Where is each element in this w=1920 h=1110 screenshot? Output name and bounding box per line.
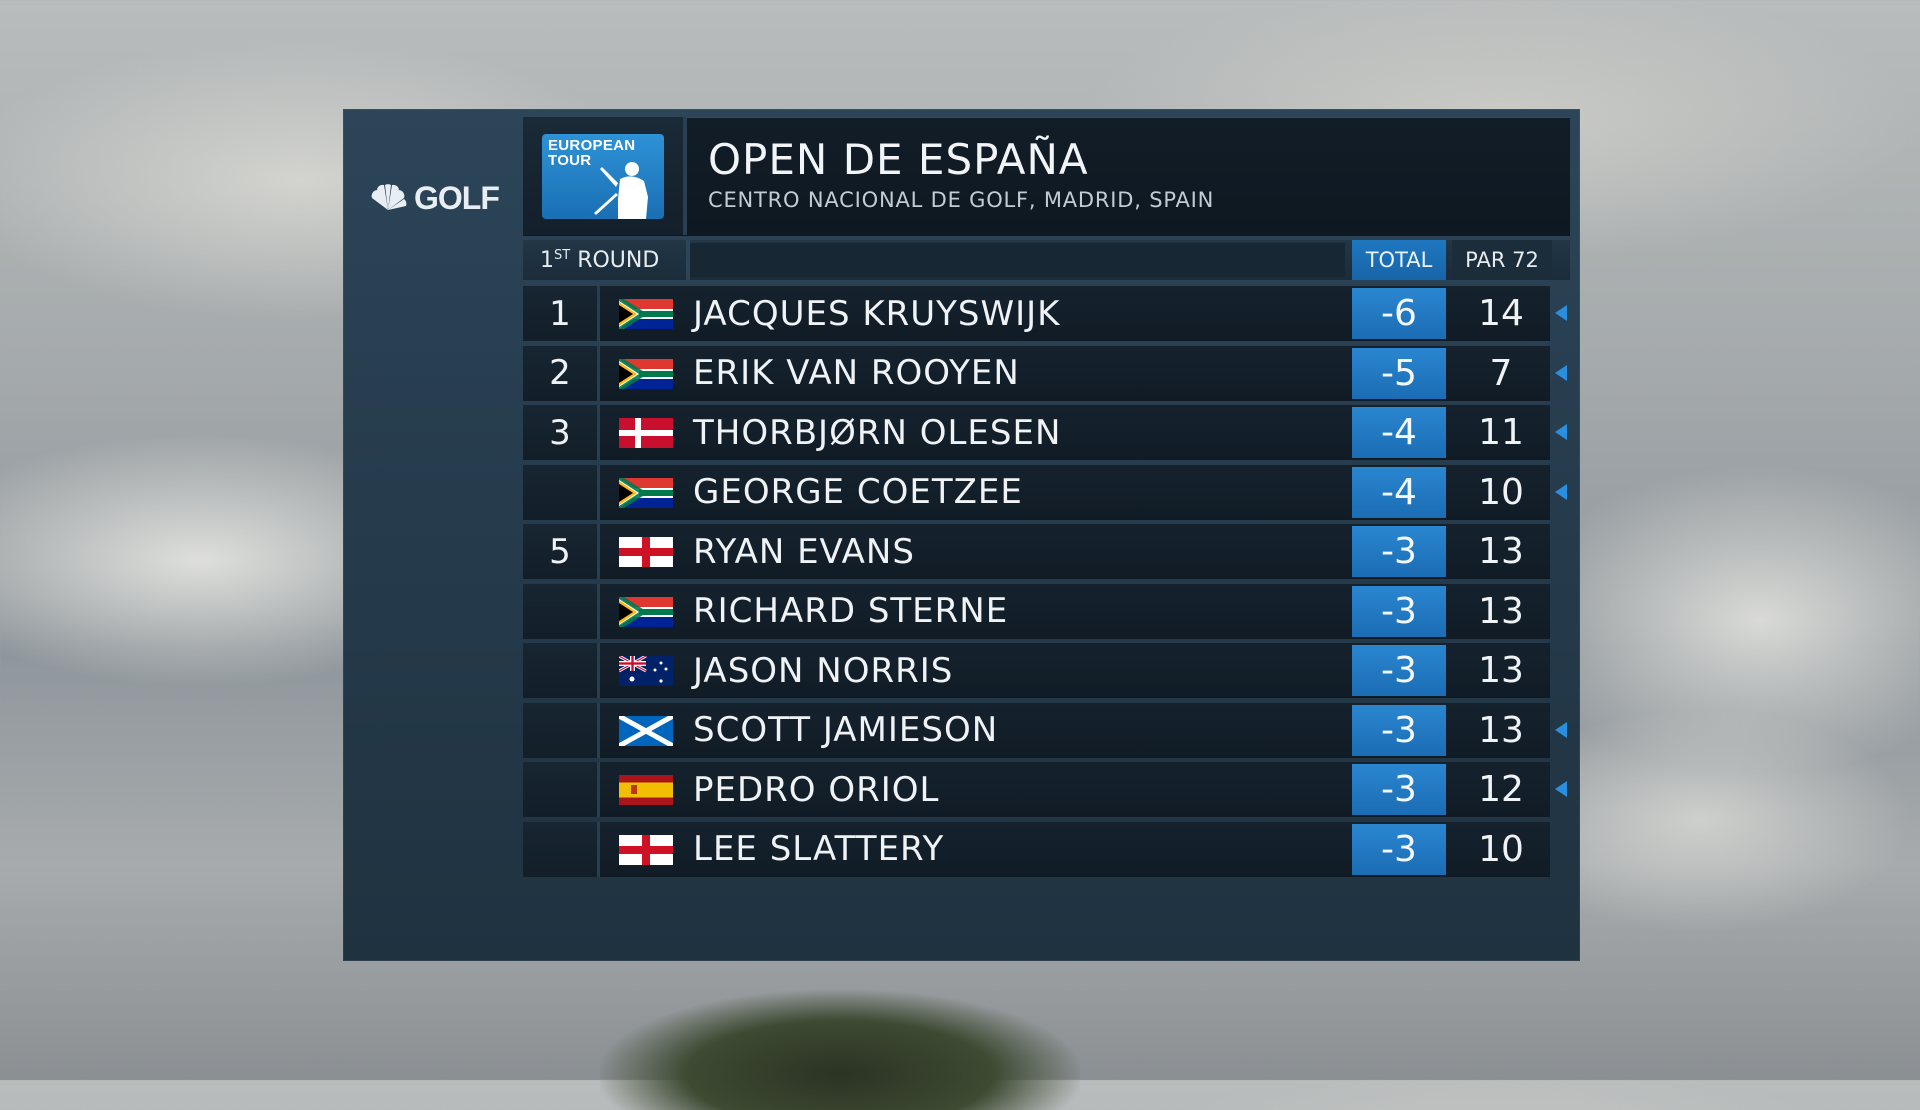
england-flag-icon: [619, 834, 673, 865]
player-holes-thru: 13: [1478, 531, 1524, 572]
player-position: 3: [549, 412, 571, 453]
position-cell: [523, 286, 600, 341]
leaderboard-rows: 1 JACQUES KRUYSWIJK -6 14 2 ERIK VAN ROOYEN -5…: [523, 286, 1570, 881]
nbc-golf-logo: GOLF: [368, 178, 508, 218]
position-cell: [523, 345, 600, 401]
player-name: PEDRO ORIOL: [693, 769, 940, 810]
player-position: [523, 762, 597, 817]
player-holes-thru: 13: [1478, 590, 1524, 632]
player-name: JASON NORRIS: [693, 650, 954, 691]
golfer-silhouette-icon: [594, 162, 648, 219]
player-name: LEE SLATTERY: [693, 829, 945, 869]
par-column-header: PAR 72: [1452, 240, 1552, 280]
player-name: RICHARD STERNE: [693, 591, 1009, 631]
leaderboard-row: GEORGE COETZEE -4 10: [523, 464, 1567, 520]
on-course-arrow-icon: [1555, 364, 1567, 381]
peacock-icon: [371, 184, 407, 210]
player-name: SCOTT JAMIESON: [693, 710, 999, 750]
south-africa-flag-icon: [619, 477, 673, 508]
australia-flag-icon: [618, 654, 673, 686]
player-total-score: -3: [1352, 585, 1446, 637]
player-holes-thru: 14: [1478, 293, 1524, 334]
player-total-score: -6: [1352, 288, 1446, 339]
player-total-score: -5: [1352, 347, 1446, 399]
player-total-score: -3: [1352, 645, 1446, 696]
player-total-score: -3: [1352, 526, 1446, 577]
player-holes-thru: 13: [1478, 709, 1524, 751]
player-name: THORBJØRN OLESEN: [693, 412, 1062, 453]
european-tour-logo: EUROPEAN TOUR: [542, 134, 664, 219]
player-total-score: -3: [1352, 704, 1446, 756]
tour-logo-line1: EUROPEAN: [548, 137, 636, 154]
round-word: ROUND: [577, 248, 660, 273]
position-cell: [523, 702, 600, 758]
on-course-arrow-icon: [1555, 781, 1567, 797]
event-title: OPEN DE ESPAÑA: [708, 135, 1089, 184]
leaderboard-row: 1 JACQUES KRUYSWIJK -6 14: [523, 286, 1567, 341]
event-venue: CENTRO NACIONAL DE GOLF, MADRID, SPAIN: [708, 188, 1215, 212]
tree-silhouette: [600, 990, 1080, 1110]
round-label: 1ST ROUND: [540, 248, 659, 273]
player-position: [523, 822, 597, 877]
leaderboard-row: 5 RYAN EVANS -3 13: [523, 524, 1550, 579]
position-cell: [523, 821, 600, 877]
player-name: RYAN EVANS: [693, 531, 915, 572]
player-position: 1: [549, 293, 571, 334]
south-africa-flag-icon: [619, 358, 673, 389]
player-total-score: -3: [1352, 823, 1446, 875]
player-total-score: -3: [1352, 764, 1446, 815]
player-total-score: -4: [1352, 407, 1446, 458]
player-position: [523, 643, 597, 698]
leaderboard-row: SCOTT JAMIESON -3 13: [523, 702, 1567, 758]
tour-logo-line2: TOUR: [548, 152, 592, 169]
total-column-header: TOTAL: [1352, 240, 1446, 280]
player-name: GEORGE COETZEE: [693, 472, 1023, 512]
leaderboard-row: PEDRO ORIOL -3 12: [523, 762, 1567, 817]
player-name: JACQUES KRUYSWIJK: [693, 293, 1061, 334]
position-cell: [523, 583, 600, 639]
spain-flag-icon: [619, 775, 673, 805]
leaderboard-row: RICHARD STERNE -3 13: [523, 583, 1550, 639]
player-holes-thru: 11: [1478, 412, 1524, 453]
round-suffix: ST: [554, 248, 571, 263]
player-position: 2: [549, 353, 571, 393]
south-africa-flag-icon: [619, 299, 673, 329]
player-position: [523, 703, 597, 758]
player-total-score: -4: [1352, 466, 1446, 518]
player-holes-thru: 7: [1489, 352, 1513, 394]
on-course-arrow-icon: [1555, 483, 1567, 500]
denmark-flag-icon: [619, 418, 673, 448]
player-holes-thru: 10: [1478, 828, 1524, 870]
header-spacer: [690, 243, 1345, 277]
leaderboard-row: 3 THORBJØRN OLESEN -4 11: [523, 405, 1567, 460]
position-cell: [523, 464, 600, 520]
position-cell: [523, 643, 600, 698]
england-flag-icon: [619, 537, 673, 567]
event-header: [523, 117, 1570, 236]
on-course-arrow-icon: [1555, 721, 1567, 738]
player-holes-thru: 12: [1478, 769, 1524, 810]
leaderboard-row: 2 ERIK VAN ROOYEN -5 7: [523, 345, 1567, 401]
on-course-arrow-icon: [1555, 424, 1567, 440]
player-holes-thru: 13: [1478, 650, 1524, 691]
player-position: [523, 465, 597, 520]
position-cell: [523, 524, 600, 579]
round-number: 1: [540, 248, 554, 273]
player-holes-thru: 10: [1478, 471, 1524, 513]
header-divider: [686, 240, 690, 280]
player-position: [523, 584, 597, 639]
leaderboard-row: JASON NORRIS -3 13: [523, 643, 1550, 698]
position-cell: [523, 762, 600, 817]
on-course-arrow-icon: [1555, 305, 1567, 321]
golf-logo-text: GOLF: [414, 179, 500, 216]
leaderboard-row: LEE SLATTERY -3 10: [523, 821, 1550, 877]
south-africa-flag-icon: [619, 596, 673, 627]
scotland-flag-icon: [617, 713, 675, 748]
position-cell: [523, 405, 600, 460]
player-name: ERIK VAN ROOYEN: [693, 353, 1020, 393]
player-position: 5: [549, 531, 571, 572]
